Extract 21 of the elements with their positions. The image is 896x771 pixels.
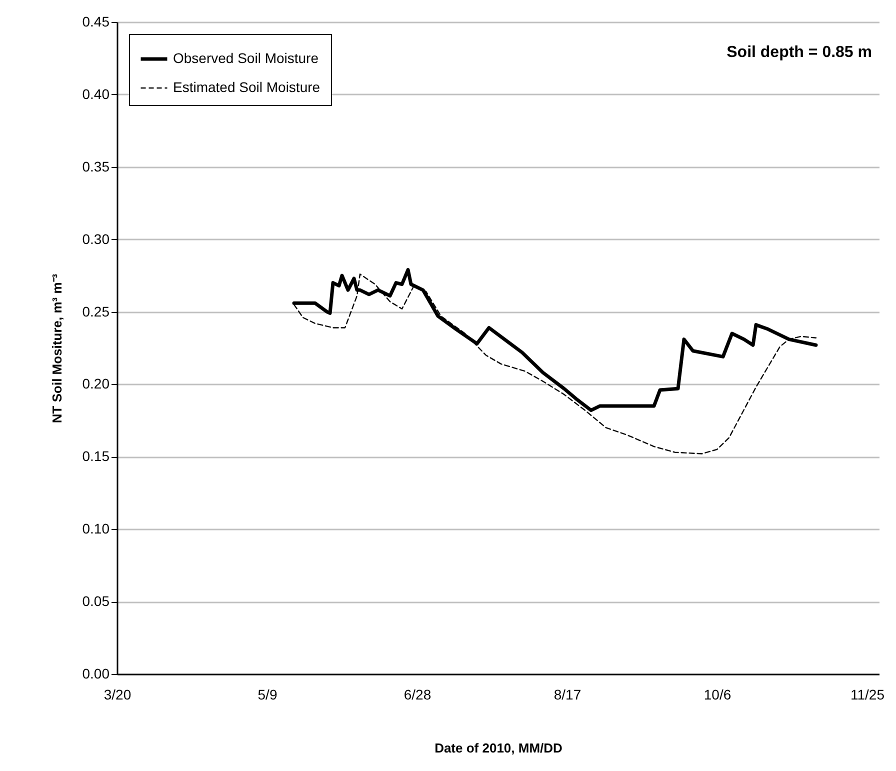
x-tick-label: 8/17 bbox=[554, 686, 582, 702]
annotation: Soil depth = 0.85 m bbox=[726, 44, 872, 61]
y-tick-label: 0.10 bbox=[82, 520, 110, 537]
y-tick-label: 0.25 bbox=[82, 303, 110, 320]
y-tick-label: 0.45 bbox=[82, 14, 110, 30]
y-tick-label: 0.05 bbox=[82, 593, 110, 610]
y-axis-title: NT Soil Mositure, m³ m⁻³ bbox=[49, 273, 64, 424]
y-tick-label: 0.00 bbox=[82, 666, 110, 682]
y-tick-label: 0.20 bbox=[82, 376, 110, 392]
x-axis-title: Date of 2010, MM/DD bbox=[434, 740, 562, 756]
legend-label: Observed Soil Moisture bbox=[173, 50, 319, 66]
y-tick-label: 0.30 bbox=[82, 230, 110, 247]
legend-label: Estimated Soil Moisture bbox=[173, 79, 320, 95]
x-tick-label: 3/20 bbox=[104, 686, 132, 702]
x-tick-label: 11/25 bbox=[850, 686, 885, 702]
x-tick-label: 6/28 bbox=[404, 686, 432, 702]
y-tick-label: 0.40 bbox=[82, 86, 110, 102]
x-tick-label: 5/9 bbox=[258, 686, 278, 702]
y-tick-label: 0.15 bbox=[82, 448, 110, 464]
y-tick-label: 0.35 bbox=[82, 158, 110, 174]
x-tick-label: 10/6 bbox=[704, 686, 732, 702]
